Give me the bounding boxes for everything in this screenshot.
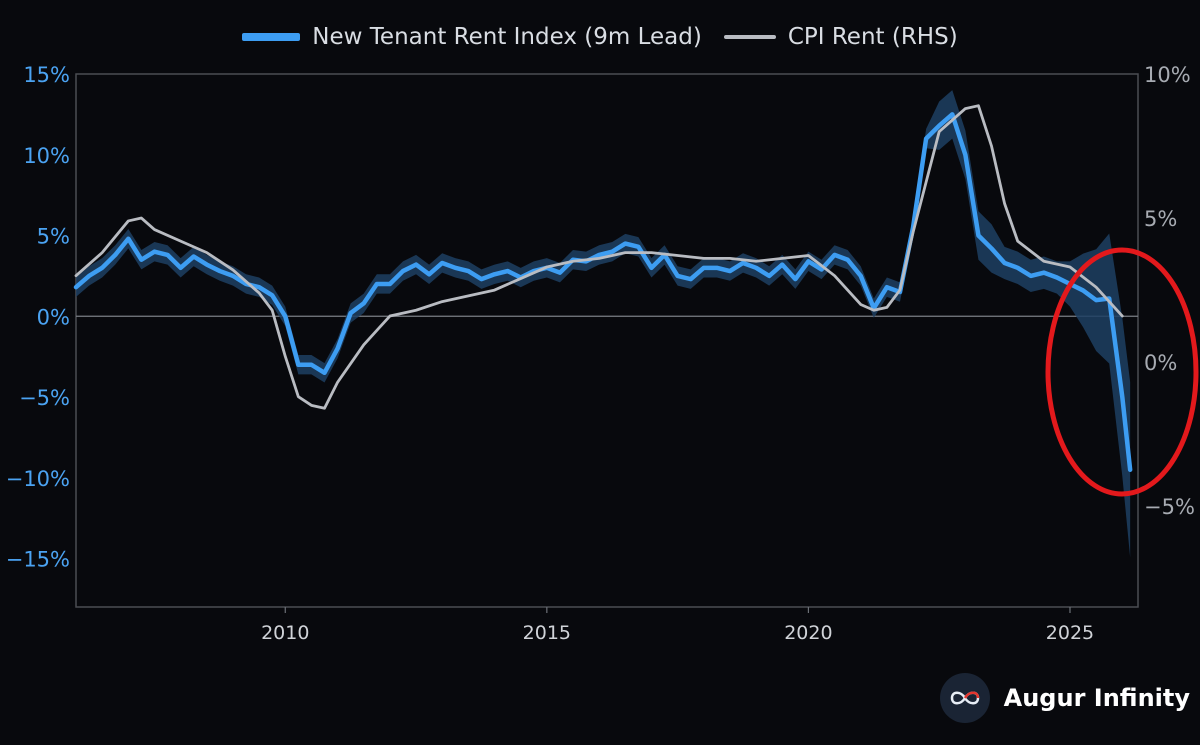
legend-swatch-new-tenant xyxy=(242,33,301,41)
brand: Augur Infinity xyxy=(939,673,1190,723)
series-line-cpi-rent xyxy=(74,104,1124,410)
series-line-new-tenant xyxy=(73,112,1133,472)
plot-frame xyxy=(75,73,1139,608)
x-tick-label: 2015 xyxy=(523,622,571,644)
y-left-tick-label: 0% xyxy=(37,305,70,329)
y-right-tick-label: 0% xyxy=(1144,351,1177,375)
y-right-tick-label: −5% xyxy=(1144,495,1195,519)
legend-label-cpi-rent: CPI Rent (RHS) xyxy=(787,24,958,50)
legend-swatch-cpi-rent xyxy=(723,35,776,39)
y-left-tick-label: 10% xyxy=(23,144,70,168)
y-right-tick-label: 5% xyxy=(1144,207,1177,231)
y-left-tick-label: −10% xyxy=(6,467,70,491)
y-right-tick-label: 10% xyxy=(1144,63,1191,87)
highlight-circle xyxy=(1045,247,1199,497)
legend-item-new-tenant: New Tenant Rent Index (9m Lead) xyxy=(242,24,702,50)
legend-item-cpi-rent: CPI Rent (RHS) xyxy=(723,24,958,50)
x-tick-label: 2025 xyxy=(1046,622,1094,644)
y-left-tick-label: −15% xyxy=(6,548,70,572)
y-left-tick-label: 5% xyxy=(37,225,70,249)
legend: New Tenant Rent Index (9m Lead) CPI Rent… xyxy=(0,24,1200,50)
brand-name: Augur Infinity xyxy=(1003,684,1190,712)
y-left-tick-label: −5% xyxy=(19,386,70,410)
legend-label-new-tenant: New Tenant Rent Index (9m Lead) xyxy=(312,24,702,50)
x-tick-label: 2020 xyxy=(784,622,832,644)
series-band-new-tenant xyxy=(76,90,1131,558)
y-left-tick-label: 15% xyxy=(23,63,70,87)
x-tick-label: 2010 xyxy=(261,622,309,644)
infinity-logo-icon xyxy=(939,673,990,723)
